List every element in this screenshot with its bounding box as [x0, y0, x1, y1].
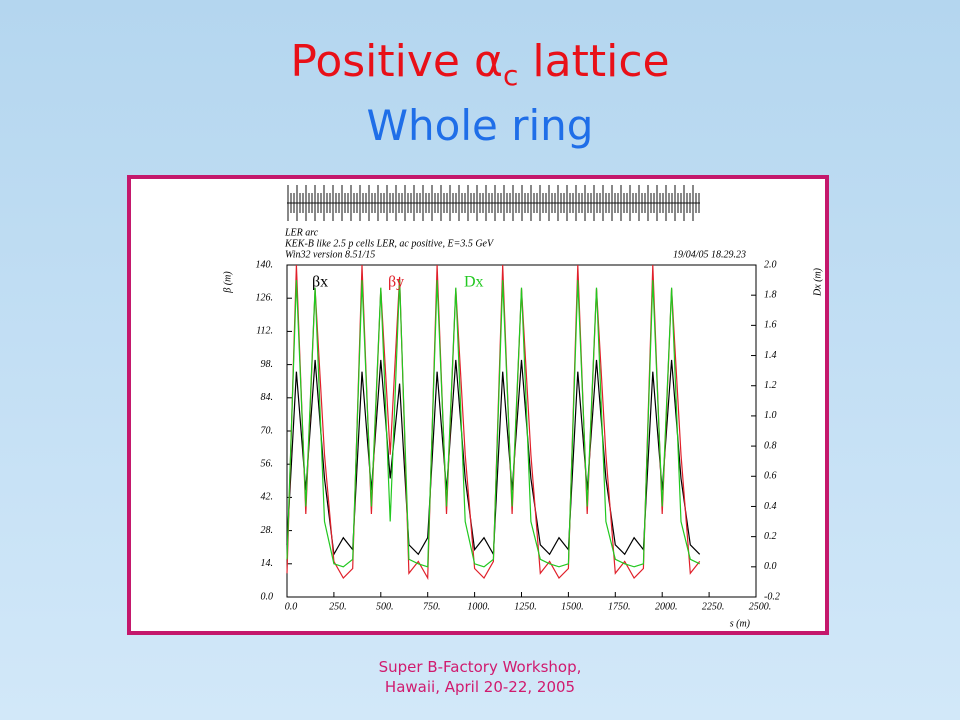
- y-tick-label: 112.: [256, 326, 273, 337]
- slide-subtitle: Whole ring: [367, 101, 594, 150]
- y2-axis-label: Dx (m): [812, 267, 823, 297]
- title-symbol: α: [474, 36, 503, 87]
- legend-entry: Dx: [464, 274, 484, 291]
- plot-header: Win32 version 8.51/15: [285, 249, 375, 260]
- legend-entry: βx: [312, 274, 328, 291]
- x-tick-label: 1000.: [467, 601, 490, 612]
- x-tick-label: 500.: [376, 601, 394, 612]
- plot-timestamp: 19/04/05 18.29.23: [673, 249, 746, 260]
- y-tick-label: 14.: [261, 558, 274, 569]
- y2-tick-label: 0.6: [764, 471, 777, 482]
- title-word: lattice: [532, 36, 669, 87]
- y2-tick-label: 0.2: [764, 531, 777, 542]
- y2-tick-label: 1.8: [764, 289, 777, 300]
- y-tick-label: 42.: [261, 492, 274, 503]
- y-tick-label: 84.: [261, 392, 274, 403]
- slide-title: Positive αc lattice: [290, 36, 669, 92]
- x-tick-label: 750.: [423, 601, 441, 612]
- series-line: [286, 280, 700, 568]
- y2-tick-label: -0.2: [764, 591, 780, 602]
- x-tick-label: 0.0: [285, 601, 298, 612]
- y2-tick-label: 1.0: [764, 410, 777, 421]
- y-tick-label: 0.0: [261, 591, 274, 602]
- y-axis-label: β (m): [222, 271, 233, 294]
- x-tick-label: 1250.: [514, 601, 537, 612]
- y-tick-label: 28.: [261, 525, 274, 536]
- x-tick-label: 250.: [329, 601, 347, 612]
- plot-header: LER arc: [284, 227, 319, 238]
- x-axis-label: s (m): [730, 618, 751, 629]
- y2-tick-label: 0.8: [764, 440, 777, 451]
- y-tick-label: 56.: [261, 458, 274, 469]
- y-tick-label: 70.: [261, 425, 274, 436]
- y2-tick-label: 2.0: [764, 259, 777, 270]
- y2-tick-label: 1.2: [764, 380, 777, 391]
- x-tick-label: 2000.: [655, 601, 678, 612]
- footer: Hawaii, April 20-22, 2005: [385, 678, 575, 696]
- y2-tick-label: 0.4: [764, 501, 777, 512]
- y-tick-label: 98.: [261, 359, 274, 370]
- y2-tick-label: 1.4: [764, 350, 777, 361]
- title-subscript: c: [503, 59, 518, 92]
- x-tick-label: 1500.: [561, 601, 584, 612]
- lattice-elements: [287, 185, 700, 221]
- x-tick-label: 1750.: [608, 601, 631, 612]
- x-tick-label: 2500.: [749, 601, 772, 612]
- legend-entry: βy: [388, 274, 404, 291]
- x-tick-label: 2250.: [702, 601, 725, 612]
- footer: Super B-Factory Workshop,: [379, 658, 582, 676]
- y2-tick-label: 1.6: [764, 320, 777, 331]
- y-tick-label: 126.: [256, 292, 274, 303]
- y-tick-label: 140.: [256, 259, 274, 270]
- y2-tick-label: 0.0: [764, 561, 777, 572]
- title-word: Positive: [290, 36, 460, 87]
- plot-header: KEK-B like 2.5 p cells LER, ac positive,…: [284, 238, 495, 249]
- chart-frame: [127, 175, 829, 635]
